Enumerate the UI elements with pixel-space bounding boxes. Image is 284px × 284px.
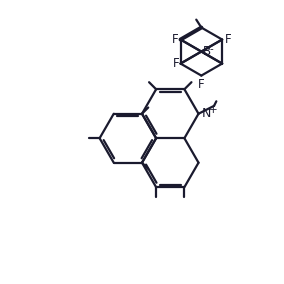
Text: F: F xyxy=(198,78,205,91)
Text: +: + xyxy=(209,105,218,115)
Text: F: F xyxy=(172,57,179,70)
Text: -: - xyxy=(209,44,213,54)
Text: F: F xyxy=(224,33,231,46)
Text: F: F xyxy=(172,33,178,46)
Text: N: N xyxy=(202,107,211,120)
Text: B: B xyxy=(203,45,211,58)
